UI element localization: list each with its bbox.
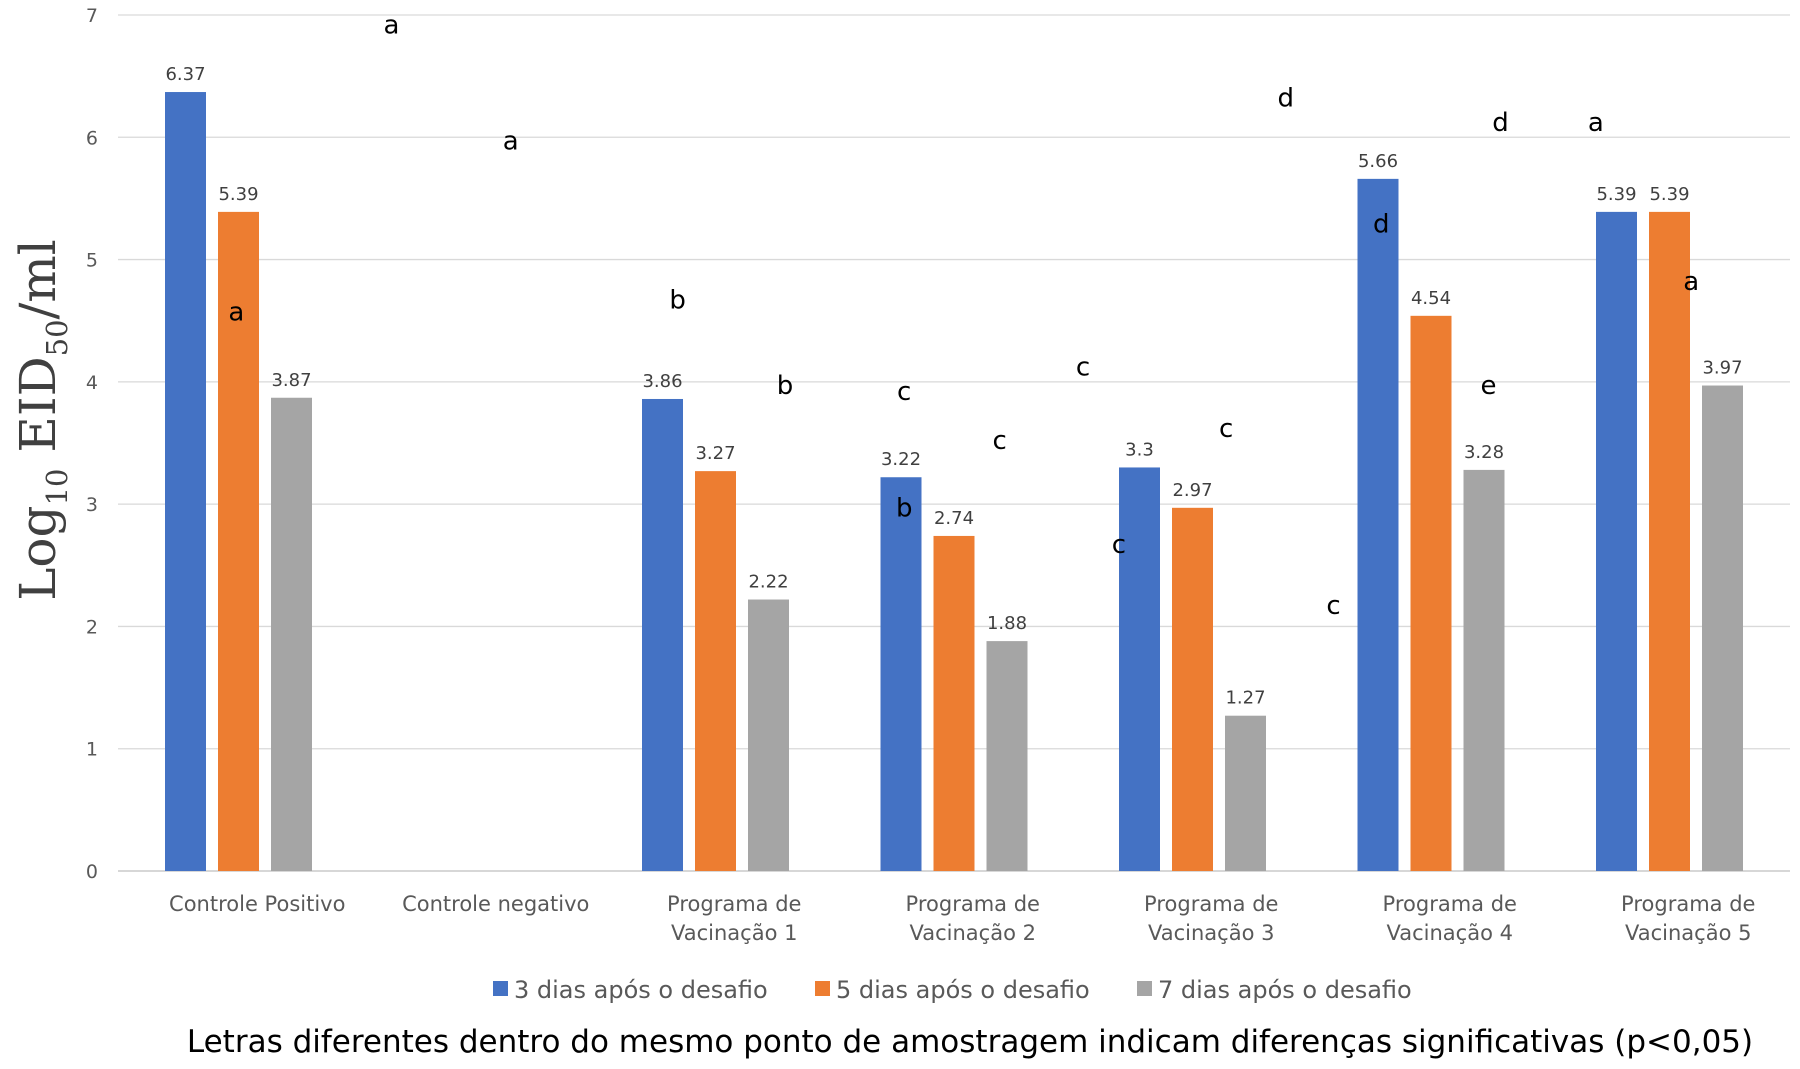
legend-swatch-series-2 (815, 981, 830, 996)
category-label: Programa de (667, 892, 801, 916)
data-label: 5.66 (1358, 151, 1398, 172)
y-tick-label: 2 (86, 616, 98, 638)
bar-series-3-group-5 (1225, 715, 1266, 871)
footnote: Letras diferentes dentro do mesmo ponto … (187, 1024, 1753, 1060)
ylabel-suffix: /ml (9, 239, 67, 319)
bar-series-2-group-1 (218, 211, 259, 871)
ylabel-base-sub: 10 (40, 469, 74, 506)
data-label: 2.22 (748, 572, 788, 593)
significance-letter: a (503, 127, 519, 157)
category-label: Controle Positivo (169, 892, 345, 916)
y-tick-label: 0 (86, 861, 98, 883)
data-label: 4.54 (1411, 288, 1451, 309)
significance-letter: d (1278, 84, 1295, 114)
bar-series-1-group-3 (642, 398, 683, 871)
data-label: 2.74 (934, 508, 974, 529)
bar-series-1-group-1 (165, 92, 206, 872)
data-labels: 6.37 3.86 3.22 3.3 5.66 5.39 5.39 3.27 2.74 2.97 4… (165, 64, 1742, 709)
significance-letter: a (228, 298, 244, 328)
category-label: Programa de (1621, 892, 1755, 916)
bar-series-1-group-4 (880, 477, 922, 871)
significance-letter: d (1492, 108, 1509, 138)
ylabel-base: Log (9, 505, 67, 600)
category-label: Vacinação 4 (1387, 921, 1513, 945)
data-label: 3.87 (271, 370, 311, 391)
legend-swatch-series-3 (1137, 981, 1152, 996)
bar-series-2-group-4 (933, 535, 975, 871)
significance-letter: d (1373, 210, 1390, 240)
legend-swatch-series-1 (493, 981, 508, 996)
significance-letter: b (777, 371, 794, 401)
data-label: 1.27 (1225, 688, 1265, 709)
data-label: 3.97 (1702, 358, 1742, 379)
ylabel-unit-sub: 50 (40, 319, 74, 356)
legend-label-series-1: 3 dias após o desafio (514, 976, 768, 1004)
y-tick-label: 6 (86, 127, 98, 149)
bar-series-3-group-3 (748, 599, 789, 871)
bar-series-1-group-5 (1119, 467, 1160, 871)
significance-letter: e (1481, 371, 1497, 401)
significance-letter: a (383, 10, 399, 40)
significance-letter: b (669, 285, 686, 315)
bar-series-3-group-4 (986, 641, 1028, 871)
category-label: Vacinação 5 (1625, 921, 1751, 945)
y-tick-label: 3 (86, 494, 98, 516)
significance-letter: c (1326, 591, 1340, 621)
bar-series-3-group-1 (271, 397, 312, 871)
y-tick-label: 4 (86, 372, 98, 394)
bar-series-1-group-7 (1596, 211, 1637, 871)
data-label: 5.39 (1649, 184, 1689, 205)
legend-label-series-3: 7 dias após o desafio (1158, 976, 1412, 1004)
significance-letter: b (896, 493, 913, 523)
significance-letter: c (992, 426, 1006, 456)
bar-series-2-group-7 (1649, 211, 1690, 871)
category-label: Programa de (1144, 892, 1278, 916)
bar-series (165, 92, 1743, 872)
data-label: 1.88 (987, 613, 1027, 634)
y-tick-label: 1 (86, 739, 98, 761)
category-label: Programa de (906, 892, 1040, 916)
bar-series-2-group-3 (695, 471, 736, 871)
significance-letter: c (897, 377, 911, 407)
bar-series-2-group-6 (1410, 315, 1452, 871)
bar-series-1-group-6 (1357, 178, 1399, 871)
legend-label-series-2: 5 dias após o desafio (836, 976, 1090, 1004)
category-label: Vacinação 2 (910, 921, 1036, 945)
significance-letter: c (1112, 530, 1126, 560)
significance-letter: c (1076, 353, 1090, 383)
data-label: 2.97 (1172, 480, 1212, 501)
significance-letter: a (1588, 108, 1604, 138)
significance-letter: a (1683, 267, 1699, 297)
bar-series-3-group-6 (1463, 469, 1505, 871)
category-label: Vacinação 3 (1148, 921, 1274, 945)
data-label: 5.39 (218, 184, 258, 205)
significance-letter: c (1219, 414, 1233, 444)
data-label: 3.27 (695, 443, 735, 464)
data-label: 3.3 (1125, 439, 1154, 460)
x-axis-categories: Controle Positivo Controle negativo Progra… (169, 892, 1755, 945)
data-label: 6.37 (165, 64, 205, 85)
category-label: Programa de (1383, 892, 1517, 916)
y-axis-ticks: 0 1 2 3 4 5 6 7 (86, 5, 98, 883)
data-label: 3.28 (1464, 442, 1504, 463)
category-label: Controle negativo (402, 892, 589, 916)
significance-letters: a a a b b b c c c c c c d d e d a a (228, 10, 1699, 621)
data-label: 5.39 (1596, 184, 1636, 205)
y-axis-label: Log10 EID50/ml (9, 239, 74, 601)
y-tick-label: 5 (86, 250, 98, 272)
category-label: Vacinação 1 (671, 921, 797, 945)
data-label: 3.22 (881, 449, 921, 470)
y-tick-label: 7 (86, 5, 98, 27)
bar-series-3-group-7 (1702, 385, 1743, 871)
data-label: 3.86 (642, 371, 682, 392)
legend: 3 dias após o desafio 5 dias após o desa… (493, 976, 1412, 1004)
ylabel-unit: EID (9, 356, 67, 468)
bar-series-2-group-5 (1172, 507, 1213, 871)
